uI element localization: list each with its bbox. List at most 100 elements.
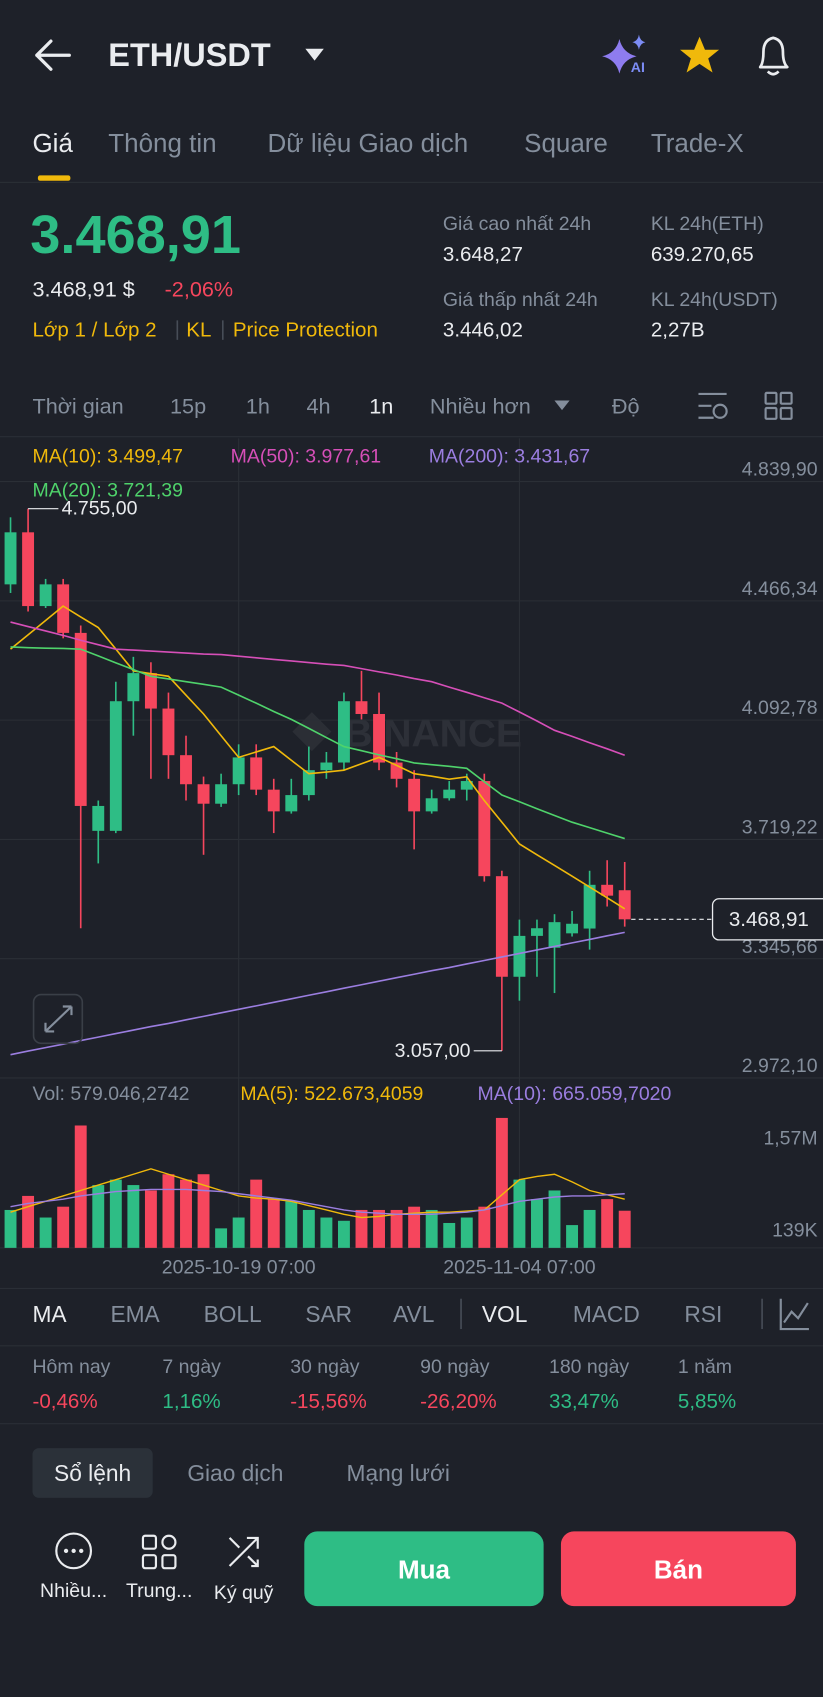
period-change: -15,56%: [290, 1390, 367, 1413]
indicator-settings-icon[interactable]: [779, 1298, 809, 1331]
candle-body: [180, 755, 192, 785]
tab[interactable]: Dữ liệu Giao dịch: [267, 128, 468, 158]
period-change: 33,47%: [549, 1390, 619, 1413]
icon-square: [779, 406, 793, 420]
buy-label: Mua: [398, 1554, 451, 1584]
indicator-tab[interactable]: RSI: [684, 1301, 722, 1327]
interval[interactable]: 15p: [170, 393, 206, 418]
interval[interactable]: 4h: [306, 393, 330, 418]
candle-body: [601, 884, 614, 896]
tab[interactable]: Giá: [32, 128, 73, 158]
volume-bar: [531, 1199, 543, 1248]
indicator-tab[interactable]: VOL: [482, 1301, 527, 1327]
pair-dropdown[interactable]: [305, 48, 324, 61]
period-label: 30 ngày: [290, 1356, 360, 1378]
volume-bar: [22, 1195, 35, 1248]
stat-value: 3.446,02: [443, 319, 523, 342]
candle-body: [92, 805, 105, 831]
volume-tick-label: 1,57M: [763, 1128, 817, 1150]
sell-button[interactable]: Bán: [560, 1531, 796, 1607]
separator: [221, 320, 224, 340]
chart-settings-icon[interactable]: [698, 392, 728, 419]
interval-active[interactable]: 1n: [369, 393, 393, 418]
volume-bar: [495, 1117, 508, 1248]
volume-bar: [443, 1222, 456, 1248]
candle-body: [355, 701, 368, 714]
nav-label: Trung...: [126, 1580, 192, 1602]
volume-bar: [513, 1179, 526, 1248]
ticker-link[interactable]: KL: [186, 319, 211, 342]
favorite-star[interactable]: [680, 36, 720, 73]
indicator-tab[interactable]: EMA: [110, 1301, 160, 1327]
alert-bell[interactable]: [758, 36, 789, 76]
candle-body: [215, 784, 228, 804]
interval[interactable]: 1h: [246, 393, 270, 418]
x-tick-label: 2025-10-19 07:00: [162, 1256, 316, 1278]
layout-icon[interactable]: [764, 391, 793, 420]
ai-button[interactable]: AI: [602, 34, 646, 75]
indicator-tab[interactable]: MACD: [573, 1301, 640, 1327]
candle-body: [197, 784, 210, 804]
indicator-tab[interactable]: AVL: [393, 1301, 434, 1327]
volume-bar: [583, 1209, 596, 1248]
ticker-link[interactable]: Price Protection: [233, 319, 378, 342]
nav-icon: [55, 1532, 93, 1570]
nav-margin[interactable]: Ký quỹ: [214, 1536, 274, 1604]
tab[interactable]: Square: [524, 128, 608, 158]
order-tab[interactable]: Sổ lệnh: [54, 1460, 131, 1486]
candle-body: [320, 762, 333, 771]
candle-body: [302, 770, 315, 796]
nav-more[interactable]: Nhiều...: [40, 1532, 107, 1602]
volume-bar: [373, 1209, 385, 1248]
back-button[interactable]: [35, 39, 71, 71]
buy-button[interactable]: Mua: [304, 1531, 544, 1607]
divider: [0, 436, 823, 438]
ma-legend: MA(200): 3.431,67: [429, 446, 590, 468]
divider: [0, 1287, 823, 1289]
volume-bar: [425, 1209, 438, 1248]
stat-label: KL 24h(USDT): [651, 289, 778, 311]
volume-bar: [285, 1201, 298, 1248]
expand-box: [32, 993, 84, 1045]
nav-icon: [161, 1554, 177, 1570]
expand-button[interactable]: [32, 993, 84, 1045]
nav-center[interactable]: Trung...: [126, 1534, 192, 1602]
volume-ma-line: [10, 1168, 625, 1219]
period-label: 7 ngày: [162, 1356, 221, 1378]
pair-title[interactable]: ETH/USDT: [108, 37, 271, 73]
volume-bar: [180, 1179, 192, 1248]
interval[interactable]: Thời gian: [32, 393, 123, 418]
ma-legend: MA(50): 3.977,61: [231, 446, 381, 468]
icon-lines: [698, 392, 727, 419]
last-price-label: 3.468,91: [729, 908, 809, 931]
icon-square: [764, 406, 778, 420]
icon-circle: [712, 403, 728, 419]
indicator-tab[interactable]: BOLL: [204, 1301, 262, 1327]
more-dropdown[interactable]: [554, 400, 570, 411]
stat-value: 639.270,65: [651, 243, 754, 266]
stat-label: Giá cao nhất 24h: [443, 213, 591, 235]
y-tick-label: 4.839,90: [742, 459, 818, 481]
candle-body: [4, 532, 17, 585]
order-tab[interactable]: Mạng lưới: [347, 1460, 450, 1486]
candle-body: [144, 673, 157, 709]
indicator-tab[interactable]: SAR: [305, 1301, 352, 1327]
order-tab[interactable]: Giao dịch: [187, 1460, 283, 1486]
y-tick-label: 4.466,34: [742, 578, 818, 600]
stat-label: Giá thấp nhất 24h: [443, 289, 598, 311]
ticker-link[interactable]: Lớp 1 / Lớp 2: [32, 319, 156, 342]
tab[interactable]: Trade-X: [651, 128, 744, 158]
candle-body: [583, 884, 596, 929]
nav-icon: [141, 1534, 158, 1550]
candle-body: [250, 757, 263, 790]
interval[interactable]: Nhiều hơn: [430, 393, 531, 418]
candle-body: [513, 935, 526, 977]
nav-icon-dot: [79, 1548, 84, 1554]
interval[interactable]: Độ: [612, 393, 640, 418]
separator: [460, 1298, 462, 1330]
volume-bar: [4, 1209, 17, 1248]
tab[interactable]: Thông tin: [108, 128, 216, 158]
indicator-tab[interactable]: MA: [32, 1301, 67, 1327]
candle-body: [390, 762, 403, 779]
